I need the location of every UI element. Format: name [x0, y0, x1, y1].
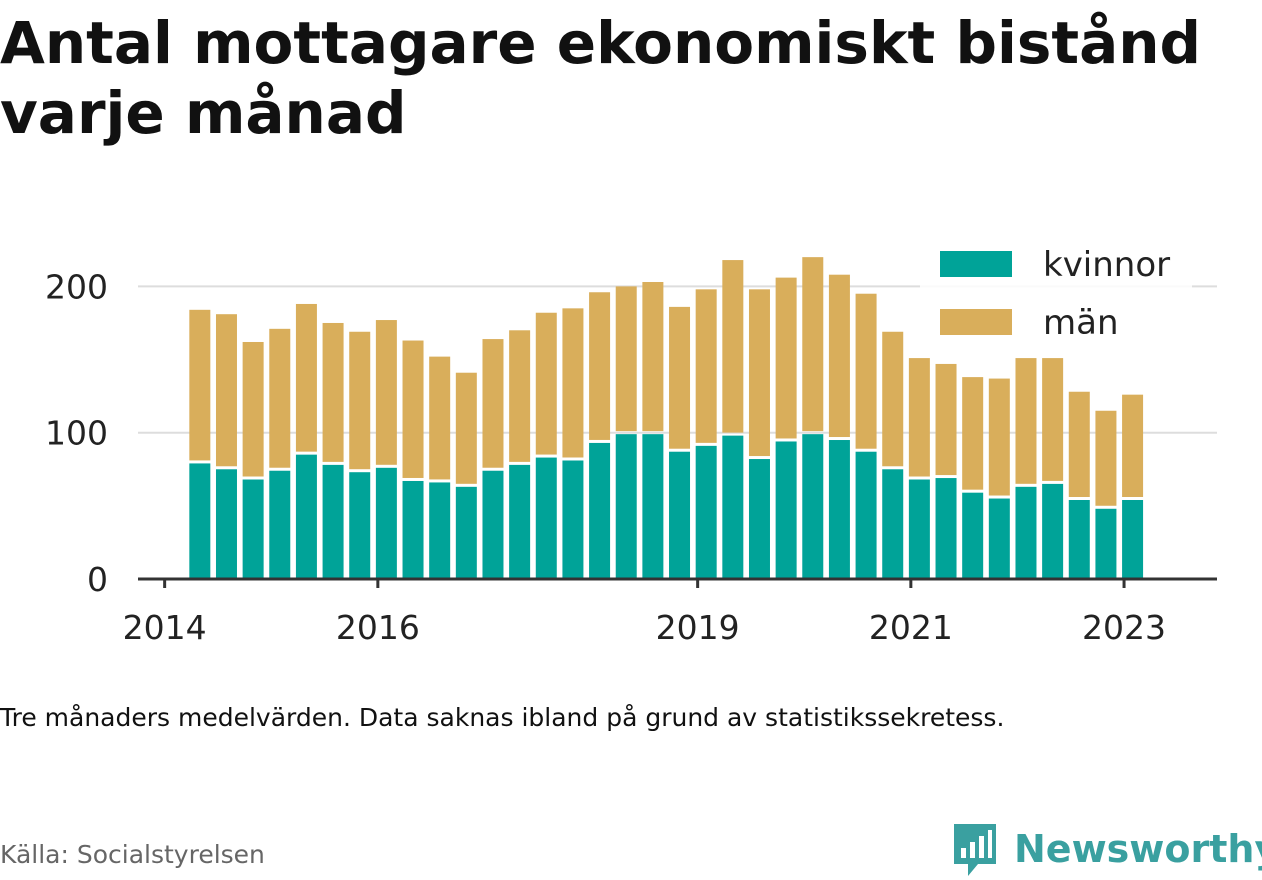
bar-man-30	[988, 378, 1010, 496]
bar-man-34	[1095, 410, 1117, 506]
bar-man-28	[935, 363, 957, 476]
bar-kvinnor-12	[509, 464, 531, 579]
bar-kvinnor-21	[748, 459, 770, 579]
bar-man-6	[349, 331, 371, 470]
bar-kvinnor-15	[589, 442, 611, 579]
bar-man-12	[509, 330, 531, 462]
bar-man-20	[722, 260, 744, 433]
bar-kvinnor-27	[908, 479, 930, 579]
bar-kvinnor-26	[882, 469, 904, 579]
bar-kvinnor-10	[455, 486, 477, 579]
bar-man-19	[695, 289, 717, 443]
legend-label-kvinnor: kvinnor	[1043, 245, 1170, 285]
bar-kvinnor-11	[482, 470, 504, 579]
bars	[189, 257, 1144, 579]
bar-man-16	[615, 286, 637, 432]
bar-kvinnor-31	[1015, 486, 1037, 579]
bar-kvinnor-13	[535, 457, 557, 579]
bar-man-4	[295, 303, 317, 452]
newsworthy-logo-icon	[954, 824, 996, 876]
legend-swatch-man	[940, 309, 1012, 335]
bar-kvinnor-24	[828, 440, 850, 579]
bar-kvinnor-17	[642, 434, 664, 579]
bar-kvinnor-2	[242, 479, 264, 579]
bar-man-2	[242, 341, 264, 477]
y-tick-label-0: 0	[87, 560, 108, 599]
bar-kvinnor-0	[189, 463, 211, 579]
axes: 0 100 200 2014 2016 2019 2021 2023	[45, 267, 1217, 647]
bar-kvinnor-25	[855, 451, 877, 579]
bar-kvinnor-16	[615, 434, 637, 579]
bar-kvinnor-8	[402, 480, 424, 579]
bar-man-23	[802, 257, 824, 432]
bar-kvinnor-18	[669, 451, 691, 579]
bar-man-11	[482, 339, 504, 468]
bar-kvinnor-22	[775, 441, 797, 579]
bar-kvinnor-34	[1095, 508, 1117, 579]
bar-kvinnor-23	[802, 434, 824, 579]
bar-man-1	[215, 314, 237, 467]
chart-caption: Tre månaders medelvärden. Data saknas ib…	[0, 703, 1005, 732]
bar-kvinnor-30	[988, 498, 1010, 579]
bar-kvinnor-33	[1068, 499, 1090, 579]
bar-man-0	[189, 309, 211, 461]
bar-kvinnor-1	[215, 469, 237, 579]
legend: kvinnor män	[920, 240, 1192, 352]
bar-man-15	[589, 292, 611, 440]
chart-title: Antal mottagare ekonomiskt bistånd varje…	[0, 9, 1202, 147]
x-tick-label-2014: 2014	[123, 608, 207, 647]
bar-kvinnor-35	[1122, 499, 1144, 579]
bar-man-21	[748, 289, 770, 457]
bar-man-13	[535, 312, 557, 455]
y-tick-label-200: 200	[45, 267, 108, 306]
bar-man-3	[269, 328, 291, 468]
x-tick-label-2019: 2019	[656, 608, 740, 647]
bar-kvinnor-5	[322, 464, 344, 579]
bar-man-18	[669, 306, 691, 449]
bar-man-27	[908, 358, 930, 477]
bar-man-33	[1068, 391, 1090, 497]
bar-man-7	[375, 320, 397, 465]
bar-man-26	[882, 331, 904, 467]
bar-kvinnor-14	[562, 460, 584, 579]
chart: 0 100 200 2014 2016 2019 2021 2023 kvinnor män	[45, 240, 1217, 647]
bar-man-14	[562, 308, 584, 458]
bar-man-32	[1042, 358, 1064, 481]
bar-kvinnor-19	[695, 445, 717, 579]
bar-kvinnor-9	[429, 482, 451, 579]
bar-man-22	[775, 277, 797, 439]
brand-name: Newsworthy	[1014, 827, 1262, 871]
bar-man-8	[402, 340, 424, 478]
x-tick-label-2023: 2023	[1082, 608, 1166, 647]
bar-man-24	[828, 274, 850, 438]
bar-kvinnor-28	[935, 478, 957, 579]
brand-logo: Newsworthy	[950, 818, 1262, 880]
bar-kvinnor-7	[375, 467, 397, 579]
bar-kvinnor-4	[295, 454, 317, 579]
bar-man-31	[1015, 358, 1037, 484]
legend-swatch-kvinnor	[940, 251, 1012, 277]
bar-man-9	[429, 356, 451, 480]
bar-kvinnor-3	[269, 470, 291, 579]
source-note: Källa: Socialstyrelsen	[0, 840, 265, 869]
bar-kvinnor-29	[962, 492, 984, 579]
bar-man-35	[1122, 394, 1144, 497]
x-tick-label-2016: 2016	[336, 608, 420, 647]
bar-man-29	[962, 377, 984, 490]
bar-man-25	[855, 293, 877, 449]
x-tick-label-2021: 2021	[869, 608, 953, 647]
bar-man-10	[455, 372, 477, 484]
bar-man-5	[322, 322, 344, 462]
bar-man-17	[642, 282, 664, 432]
legend-label-man: män	[1043, 303, 1119, 343]
bar-kvinnor-20	[722, 435, 744, 579]
bar-kvinnor-32	[1042, 483, 1064, 579]
y-tick-label-100: 100	[45, 414, 108, 453]
bar-kvinnor-6	[349, 472, 371, 579]
